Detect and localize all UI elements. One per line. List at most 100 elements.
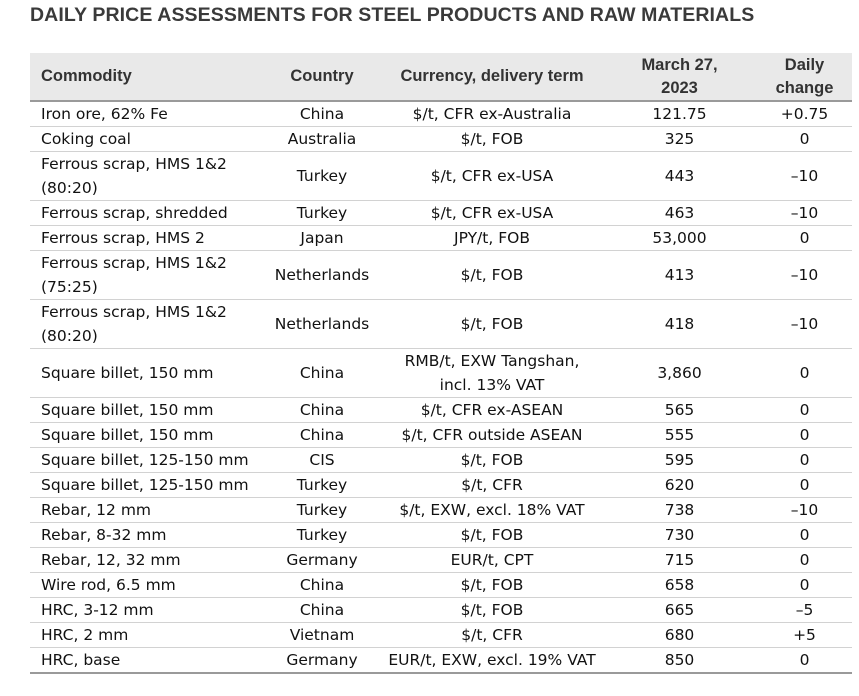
table-row: Rebar, 12 mm Turkey $/t, EXW, excl. 18% VA… bbox=[30, 497, 852, 523]
table-row: Coking coal Australia $/t, FOB 325 0 bbox=[30, 126, 852, 152]
commodity-cell: Rebar, 8-32 mm bbox=[30, 522, 262, 548]
delivery-term-cell: $/t, CFR ex-USA bbox=[382, 151, 602, 201]
delivery-term-cell: $/t, FOB bbox=[382, 447, 602, 473]
table-row: Ferrous scrap, HMS 2 Japan JPY/t, FOB 53,00… bbox=[30, 225, 852, 251]
delivery-term-cell: $/t, CFR outside ASEAN bbox=[382, 422, 602, 448]
table-row: Ferrous scrap, HMS 1&2 (80:20) Netherlands… bbox=[30, 299, 852, 349]
daily-change-cell: 0 bbox=[757, 472, 852, 498]
commodity-cell: Rebar, 12, 32 mm bbox=[30, 547, 262, 573]
delivery-term-cell: $/t, CFR ex-ASEAN bbox=[382, 397, 602, 423]
delivery-term-cell: $/t, CFR ex-USA bbox=[382, 200, 602, 226]
daily-change-cell: –10 bbox=[757, 200, 852, 226]
table-row: Rebar, 12, 32 mm Germany EUR/t, CPT 715 0 bbox=[30, 547, 852, 573]
commodity-cell: Square billet, 150 mm bbox=[30, 348, 262, 398]
daily-change-cell: 0 bbox=[757, 348, 852, 398]
table-row: HRC, 2 mm Vietnam $/t, CFR 680 +5 bbox=[30, 622, 852, 648]
table-row: HRC, base Germany EUR/t, EXW, excl. 19% VA… bbox=[30, 647, 852, 674]
daily-change-cell: +5 bbox=[757, 622, 852, 648]
daily-change-cell: –10 bbox=[757, 151, 852, 201]
table-row: HRC, 3-12 mm China $/t, FOB 665 –5 bbox=[30, 597, 852, 623]
commodity-cell: HRC, 2 mm bbox=[30, 622, 262, 648]
country-cell: Netherlands bbox=[262, 250, 382, 300]
table-row: Square billet, 125-150 mm Turkey $/t, CFR 6… bbox=[30, 472, 852, 498]
delivery-term-cell: $/t, FOB bbox=[382, 597, 602, 623]
price-cell: 325 bbox=[602, 126, 757, 152]
daily-change-cell: 0 bbox=[757, 225, 852, 251]
price-cell: 3,860 bbox=[602, 348, 757, 398]
delivery-term-cell: JPY/t, FOB bbox=[382, 225, 602, 251]
delivery-term-cell: $/t, FOB bbox=[382, 522, 602, 548]
price-table: Commodity Country Currency, delivery ter… bbox=[30, 53, 852, 674]
commodity-cell: Wire rod, 6.5 mm bbox=[30, 572, 262, 598]
delivery-term-cell: $/t, EXW, excl. 18% VAT bbox=[382, 497, 602, 523]
commodity-cell: HRC, 3-12 mm bbox=[30, 597, 262, 623]
delivery-term-cell: $/t, FOB bbox=[382, 572, 602, 598]
price-cell: 418 bbox=[602, 299, 757, 349]
price-cell: 665 bbox=[602, 597, 757, 623]
delivery-term-cell: EUR/t, EXW, excl. 19% VAT bbox=[382, 647, 602, 674]
daily-change-cell: –10 bbox=[757, 497, 852, 523]
page-title: DAILY PRICE ASSESSMENTS FOR STEEL PRODUC… bbox=[30, 4, 755, 26]
country-cell: Vietnam bbox=[262, 622, 382, 648]
daily-change-cell: 0 bbox=[757, 447, 852, 473]
header-commodity: Commodity bbox=[30, 53, 262, 102]
daily-change-cell: –10 bbox=[757, 299, 852, 349]
country-cell: Japan bbox=[262, 225, 382, 251]
delivery-term-cell: $/t, CFR ex-Australia bbox=[382, 101, 602, 127]
daily-change-cell: –5 bbox=[757, 597, 852, 623]
delivery-term-cell: EUR/t, CPT bbox=[382, 547, 602, 573]
country-cell: Germany bbox=[262, 547, 382, 573]
commodity-cell: HRC, base bbox=[30, 647, 262, 674]
price-cell: 53,000 bbox=[602, 225, 757, 251]
country-cell: China bbox=[262, 348, 382, 398]
delivery-term-cell: $/t, FOB bbox=[382, 250, 602, 300]
price-cell: 620 bbox=[602, 472, 757, 498]
commodity-cell: Rebar, 12 mm bbox=[30, 497, 262, 523]
price-cell: 595 bbox=[602, 447, 757, 473]
price-cell: 555 bbox=[602, 422, 757, 448]
price-cell: 413 bbox=[602, 250, 757, 300]
daily-change-cell: –10 bbox=[757, 250, 852, 300]
header-currency-delivery-term: Currency, delivery term bbox=[382, 53, 602, 102]
commodity-cell: Coking coal bbox=[30, 126, 262, 152]
commodity-cell: Square billet, 125-150 mm bbox=[30, 472, 262, 498]
commodity-cell: Ferrous scrap, shredded bbox=[30, 200, 262, 226]
country-cell: Turkey bbox=[262, 472, 382, 498]
country-cell: China bbox=[262, 597, 382, 623]
daily-change-cell: +0.75 bbox=[757, 101, 852, 127]
commodity-cell: Square billet, 125-150 mm bbox=[30, 447, 262, 473]
commodity-cell: Iron ore, 62% Fe bbox=[30, 101, 262, 127]
price-cell: 565 bbox=[602, 397, 757, 423]
country-cell: Turkey bbox=[262, 200, 382, 226]
price-cell: 443 bbox=[602, 151, 757, 201]
table-row: Ferrous scrap, HMS 1&2 (75:25) Netherlands… bbox=[30, 250, 852, 300]
header-date: March 27, 2023 bbox=[602, 53, 757, 102]
table-row: Square billet, 150 mm China RMB/t, EXW Tan… bbox=[30, 348, 852, 398]
country-cell: Netherlands bbox=[262, 299, 382, 349]
price-cell: 121.75 bbox=[602, 101, 757, 127]
commodity-cell: Ferrous scrap, HMS 1&2 (80:20) bbox=[30, 151, 262, 201]
price-cell: 658 bbox=[602, 572, 757, 598]
country-cell: Turkey bbox=[262, 151, 382, 201]
price-cell: 463 bbox=[602, 200, 757, 226]
country-cell: Australia bbox=[262, 126, 382, 152]
header-daily-change: Daily change bbox=[757, 53, 852, 102]
daily-change-cell: 0 bbox=[757, 422, 852, 448]
country-cell: CIS bbox=[262, 447, 382, 473]
table-row: Ferrous scrap, HMS 1&2 (80:20) Turkey $/t, … bbox=[30, 151, 852, 201]
price-cell: 680 bbox=[602, 622, 757, 648]
daily-change-cell: 0 bbox=[757, 547, 852, 573]
delivery-term-cell: $/t, CFR bbox=[382, 472, 602, 498]
daily-change-cell: 0 bbox=[757, 397, 852, 423]
price-cell: 738 bbox=[602, 497, 757, 523]
country-cell: China bbox=[262, 572, 382, 598]
commodity-cell: Ferrous scrap, HMS 1&2 (75:25) bbox=[30, 250, 262, 300]
commodity-cell: Square billet, 150 mm bbox=[30, 397, 262, 423]
table-row: Square billet, 150 mm China $/t, CFR ex-AS… bbox=[30, 397, 852, 423]
daily-change-cell: 0 bbox=[757, 522, 852, 548]
country-cell: China bbox=[262, 397, 382, 423]
price-cell: 730 bbox=[602, 522, 757, 548]
country-cell: Turkey bbox=[262, 497, 382, 523]
table-row: Iron ore, 62% Fe China $/t, CFR ex-Austral… bbox=[30, 101, 852, 127]
